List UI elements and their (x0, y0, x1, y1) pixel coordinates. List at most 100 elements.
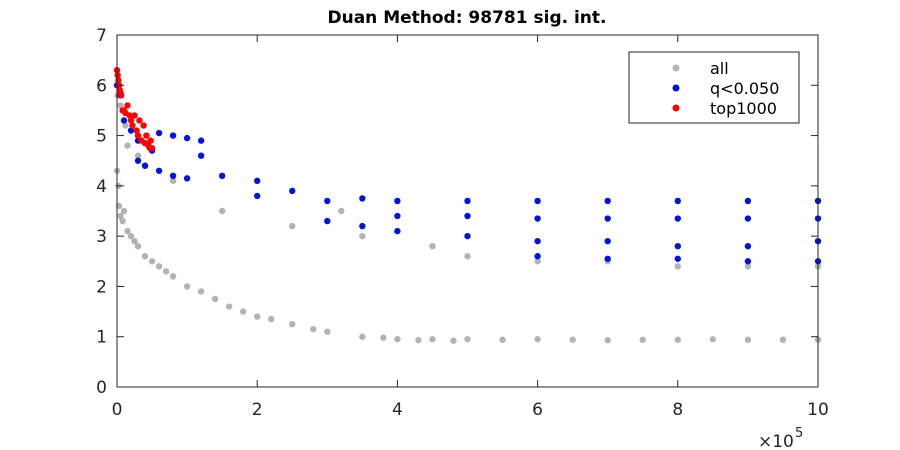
y-tick-label-7: 7 (96, 26, 107, 46)
point-series-0-6 (119, 217, 126, 225)
legend-marker-0 (672, 64, 680, 72)
point-series-0-35 (394, 336, 401, 343)
point-series-0-54 (744, 263, 752, 270)
series-0 (113, 92, 822, 344)
point-series-2-17 (136, 117, 143, 124)
point-series-0-53 (674, 263, 681, 270)
point-series-0-10 (124, 142, 131, 149)
point-series-1-12 (254, 177, 261, 185)
point-series-0-51 (534, 258, 541, 265)
point-series-1-27 (674, 215, 681, 222)
point-series-1-18 (534, 197, 541, 205)
point-series-0-32 (338, 207, 345, 215)
point-series-0-15 (141, 253, 149, 260)
legend-label-0: all (710, 59, 729, 78)
point-series-0-9 (124, 227, 131, 235)
y-tick-label-6: 6 (96, 76, 107, 96)
point-series-1-7 (169, 132, 177, 139)
axes-box (116, 34, 819, 388)
point-series-0-8 (122, 122, 129, 129)
point-series-0-39 (464, 336, 471, 343)
point-series-1-3 (127, 127, 135, 134)
y-tick-label-0: 0 (96, 378, 107, 398)
x-tick-label-1: 2 (252, 400, 263, 420)
point-series-0-48 (779, 336, 787, 343)
point-series-0-56 (218, 207, 226, 215)
point-series-0-13 (134, 152, 142, 159)
point-series-1-42 (134, 157, 142, 164)
series-layer (113, 67, 822, 344)
point-series-0-33 (359, 333, 366, 340)
point-series-1-2 (120, 117, 128, 124)
point-series-0-41 (534, 336, 541, 343)
point-series-0-22 (183, 283, 191, 290)
point-series-0-31 (324, 328, 331, 335)
point-series-2-16 (134, 132, 142, 139)
point-series-0-29 (289, 320, 296, 328)
point-series-0-38 (450, 337, 457, 344)
point-series-2-14 (131, 112, 138, 119)
x-exponent-base: ×10 (758, 432, 794, 450)
point-series-0-5 (117, 212, 124, 220)
point-series-1-49 (359, 222, 366, 230)
point-series-1-8 (183, 134, 191, 142)
point-series-1-19 (604, 197, 611, 205)
point-series-1-37 (534, 253, 541, 260)
legend-box (628, 51, 800, 124)
ticks-layer (116, 34, 819, 388)
point-series-1-9 (197, 137, 205, 144)
series-2 (113, 67, 156, 152)
point-series-2-6 (118, 92, 125, 99)
point-series-0-59 (429, 243, 436, 250)
y-tick-label-3: 3 (96, 227, 107, 247)
point-series-2-12 (127, 117, 135, 124)
point-series-1-45 (169, 172, 177, 179)
y-tick-label-1: 1 (96, 328, 107, 348)
point-series-1-16 (394, 197, 401, 205)
chart-title: Duan Method: 98781 sig. int. (327, 8, 606, 28)
point-series-1-44 (155, 167, 163, 174)
point-series-0-42 (569, 336, 576, 343)
point-series-0-28 (268, 315, 275, 323)
point-series-0-24 (211, 295, 219, 303)
point-series-1-15 (359, 195, 366, 202)
point-series-1-14 (324, 197, 331, 205)
point-series-0-23 (197, 288, 205, 295)
point-series-0-57 (289, 222, 296, 230)
point-series-1-40 (744, 258, 752, 265)
point-series-2-19 (140, 122, 147, 129)
point-series-1-28 (744, 215, 752, 222)
point-series-0-58 (359, 232, 366, 240)
point-series-0-26 (239, 308, 247, 315)
point-series-0-43 (604, 337, 611, 344)
point-series-0-25 (225, 303, 233, 310)
point-series-1-34 (674, 243, 681, 250)
point-series-2-11 (126, 112, 133, 119)
point-series-0-7 (120, 207, 128, 215)
series-1 (113, 82, 822, 265)
legend-marker-2 (672, 104, 680, 112)
point-series-1-48 (324, 217, 331, 225)
point-series-1-26 (604, 215, 611, 222)
y-tick-label-2: 2 (96, 277, 107, 297)
legend-marker-1 (672, 84, 680, 92)
x-tick-label-3: 6 (532, 400, 543, 420)
legend-label-1: q<0.050 (710, 79, 779, 98)
point-series-0-46 (709, 336, 717, 343)
point-series-1-38 (604, 255, 611, 262)
tick-labels-layer: 0 2 4 6 8 10 0 1 2 3 4 5 6 7 (96, 26, 829, 420)
point-series-1-33 (604, 237, 611, 245)
x-exponent-power: 5 (795, 426, 803, 441)
point-series-1-32 (534, 237, 541, 245)
legend-label-2: top1000 (710, 99, 777, 118)
point-series-1-17 (464, 197, 471, 205)
point-series-0-12 (131, 237, 138, 245)
x-tick-label-2: 4 (392, 400, 403, 420)
point-series-2-21 (143, 132, 150, 139)
point-series-1-46 (183, 175, 191, 182)
x-tick-label-0: 0 (112, 400, 123, 420)
point-series-1-39 (674, 255, 681, 262)
point-series-1-43 (141, 162, 149, 169)
